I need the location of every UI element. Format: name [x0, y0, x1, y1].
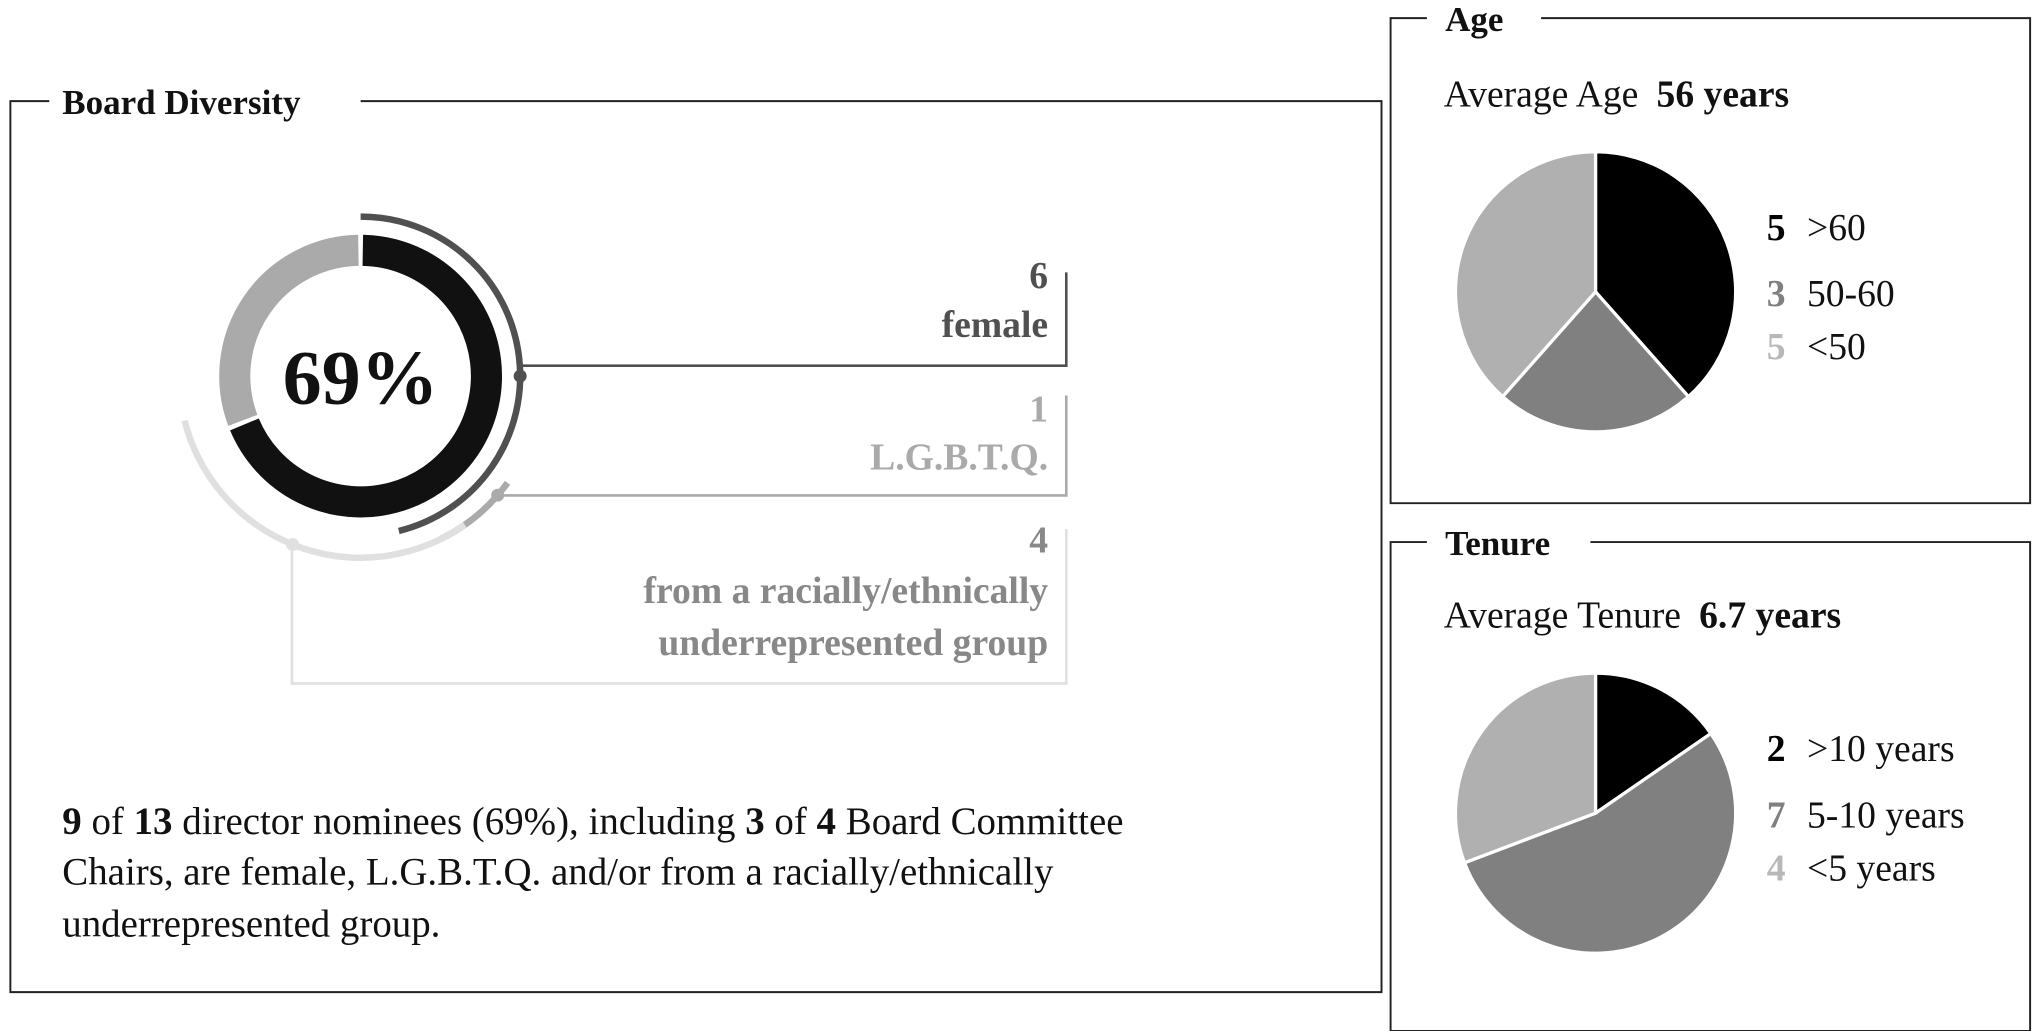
- average-value: 56 years: [1657, 73, 1790, 115]
- legend-value: 7: [1767, 794, 1786, 836]
- summary-text: director nominees (69%), including: [173, 800, 746, 843]
- tenure-frame: [1389, 541, 2032, 1031]
- average-label: Average Tenure 6.7 years: [1444, 595, 1841, 637]
- group-label: L.G.B.T.Q.: [870, 436, 1048, 478]
- summary-text: 3: [745, 800, 764, 843]
- donut-segment: [230, 234, 503, 518]
- age-title: Age: [1445, 0, 1503, 39]
- pie-slice: [1453, 150, 1598, 399]
- group-value: 4: [1029, 519, 1048, 561]
- group-arc: [360, 213, 524, 535]
- group-value: 1: [1029, 388, 1048, 430]
- leader-line: [499, 395, 1068, 497]
- pie-slice: [1462, 731, 1738, 955]
- legend-label: 5-10 years: [1807, 794, 1965, 836]
- group-label: from a racially/ethnically: [644, 570, 1049, 612]
- legend-label: <50: [1807, 326, 1866, 368]
- summary-text: 4: [817, 800, 836, 843]
- tenure-title: Tenure: [1445, 524, 1550, 563]
- donut-rest: [219, 234, 360, 426]
- group-label: female: [942, 304, 1049, 346]
- pie-slice: [1453, 671, 1598, 865]
- summary-text: of: [82, 800, 134, 843]
- average-label: Average Age 56 years: [1444, 73, 1789, 115]
- legend-value: 2: [1767, 728, 1786, 770]
- legend-value: 5: [1767, 207, 1786, 249]
- board-frame: [9, 100, 1383, 994]
- arc-dot: [491, 488, 505, 502]
- average-text: Average Tenure: [1444, 595, 1681, 637]
- center-label: 69%: [283, 334, 439, 420]
- legend-label: 50-60: [1807, 273, 1895, 315]
- board-title: Board Diversity: [62, 83, 301, 122]
- summary-text: Board Committee: [836, 800, 1123, 843]
- arc-dot: [513, 369, 527, 383]
- average-text: Average Age: [1444, 73, 1639, 115]
- arc-dot: [286, 537, 300, 551]
- pie-slice: [1593, 150, 1738, 399]
- age-frame: [1389, 17, 2032, 505]
- legend-label: <5 years: [1807, 848, 1936, 890]
- summary-text: 13: [134, 800, 173, 843]
- pie-slice: [1500, 289, 1691, 434]
- legend-value: 5: [1767, 326, 1786, 368]
- group-value: 6: [1029, 255, 1048, 297]
- pie-slice: [1593, 671, 1714, 817]
- summary-line: underrepresented group.: [62, 902, 440, 945]
- leader-line: [521, 272, 1068, 368]
- summary-text: underrepresented group.: [62, 902, 440, 945]
- average-value: 6.7 years: [1699, 595, 1841, 637]
- summary-text: 9: [62, 800, 81, 843]
- summary-text: of: [765, 800, 817, 843]
- group-label: underrepresented group: [658, 622, 1048, 664]
- legend-label: >60: [1807, 207, 1866, 249]
- summary-text: Chairs, are female, L.G.B.T.Q. and/or fr…: [62, 850, 1054, 893]
- legend-label: >10 years: [1807, 728, 1955, 770]
- leader-line: [290, 529, 1068, 685]
- summary-line: 9 of 13 director nominees (69%), includi…: [62, 800, 1123, 843]
- legend-value: 3: [1767, 273, 1786, 315]
- legend-value: 4: [1767, 848, 1786, 890]
- summary-line: Chairs, are female, L.G.B.T.Q. and/or fr…: [62, 850, 1054, 893]
